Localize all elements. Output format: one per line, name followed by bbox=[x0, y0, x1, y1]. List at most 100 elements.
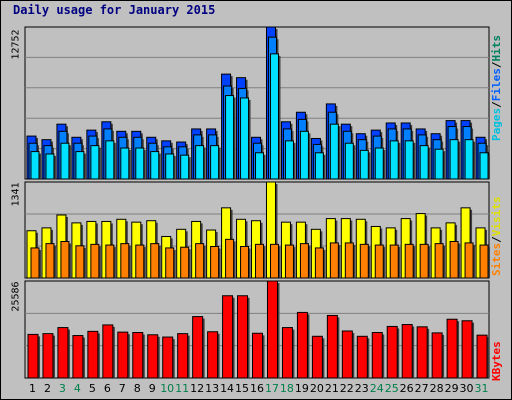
pages-bar bbox=[150, 151, 160, 180]
chart-title: Daily usage for January 2015 bbox=[13, 3, 216, 17]
pages-bar bbox=[120, 147, 130, 180]
x-tick-label: 13 bbox=[205, 382, 220, 395]
x-tick-label: 2 bbox=[43, 382, 51, 395]
pages-bar bbox=[60, 142, 70, 180]
kbytes-bar bbox=[252, 332, 264, 379]
kbytes-bar bbox=[207, 331, 219, 379]
legend-files: Files bbox=[490, 68, 503, 102]
sites-bar bbox=[419, 243, 429, 279]
middle-panel-ymax-label: 1341 bbox=[10, 182, 22, 207]
x-tick-label: 14 bbox=[220, 382, 235, 395]
sites-bar bbox=[299, 243, 309, 279]
sites-bar bbox=[165, 247, 175, 279]
kbytes-bar bbox=[431, 332, 443, 379]
kbytes-bar bbox=[102, 324, 114, 379]
kbytes-bar bbox=[386, 325, 398, 379]
kbytes-bar bbox=[192, 316, 204, 379]
kbytes-bar bbox=[132, 332, 144, 379]
kbytes-bar bbox=[446, 318, 458, 379]
kbytes-bar bbox=[296, 311, 308, 379]
top-panel-legend: Pages/Files/Hits bbox=[490, 21, 504, 141]
x-tick-label: 30 bbox=[459, 382, 474, 395]
sites-bar bbox=[404, 243, 414, 279]
sites-bar bbox=[240, 246, 250, 279]
sites-bar bbox=[210, 246, 220, 279]
x-tick-label: 29 bbox=[444, 382, 459, 395]
legend-sep-2: / bbox=[490, 61, 503, 69]
x-tick-label: 23 bbox=[354, 382, 369, 395]
legend-sep-1: / bbox=[490, 101, 503, 108]
x-tick-label: 4 bbox=[73, 382, 81, 395]
sites-bar bbox=[374, 244, 384, 279]
x-tick-label: 3 bbox=[58, 382, 66, 395]
pages-bar bbox=[404, 140, 414, 180]
sites-bar bbox=[329, 242, 339, 279]
kbytes-bar bbox=[281, 327, 293, 379]
x-tick-label: 26 bbox=[399, 382, 414, 395]
x-tick-label: 1 bbox=[28, 382, 36, 395]
x-tick-label: 5 bbox=[88, 382, 96, 395]
kbytes-bar bbox=[371, 332, 383, 379]
sites-bar bbox=[105, 244, 115, 279]
x-tick-label: 6 bbox=[103, 382, 111, 395]
x-tick-label: 18 bbox=[279, 382, 294, 395]
x-tick-label: 22 bbox=[339, 382, 354, 395]
pages-bar bbox=[299, 130, 309, 180]
kbytes-bar bbox=[162, 336, 174, 379]
legend-sep-3: / bbox=[490, 236, 503, 243]
pages-bar bbox=[449, 139, 459, 180]
legend-pages: Pages bbox=[490, 107, 503, 141]
kbytes-bar bbox=[401, 324, 413, 379]
x-tick-label: 27 bbox=[414, 382, 429, 395]
x-tick-label: 21 bbox=[324, 382, 339, 395]
x-tick-label: 10 bbox=[160, 382, 175, 395]
x-tick-label: 7 bbox=[118, 382, 126, 395]
sites-bar bbox=[60, 240, 70, 279]
pages-bar bbox=[45, 153, 55, 180]
sites-bar bbox=[180, 246, 190, 279]
pages-bar bbox=[105, 140, 115, 180]
sites-bar bbox=[30, 247, 40, 279]
pages-bar bbox=[389, 140, 399, 180]
top-panel-ymax-label: 12752 bbox=[10, 29, 22, 60]
pages-bar bbox=[269, 53, 279, 180]
sites-bar bbox=[284, 244, 294, 279]
x-tick-label: 28 bbox=[429, 382, 444, 395]
sites-bar bbox=[434, 243, 444, 279]
bottom-panel-legend: KBytes bbox=[490, 261, 504, 381]
kbytes-bar bbox=[57, 327, 69, 379]
sites-bar bbox=[464, 242, 474, 279]
x-tick-label: 25 bbox=[384, 382, 399, 395]
kbytes-bar bbox=[476, 334, 488, 379]
x-tick-label: 20 bbox=[309, 382, 324, 395]
pages-bar bbox=[240, 97, 250, 180]
sites-bar bbox=[75, 245, 85, 279]
kbytes-bar bbox=[356, 335, 368, 379]
pages-bar bbox=[90, 145, 100, 180]
kbytes-bar bbox=[416, 326, 428, 379]
legend-kbytes: KBytes bbox=[490, 341, 503, 381]
kbytes-bar bbox=[72, 335, 84, 379]
pages-bar bbox=[374, 147, 384, 180]
kbytes-bar bbox=[147, 334, 159, 379]
sites-bar bbox=[45, 243, 55, 279]
pages-bar bbox=[210, 145, 220, 180]
sites-bar bbox=[314, 247, 324, 279]
sites-bar bbox=[225, 238, 235, 279]
pages-bar bbox=[284, 140, 294, 180]
pages-bar bbox=[344, 142, 354, 180]
x-tick-label: 9 bbox=[148, 382, 156, 395]
kbytes-bar bbox=[266, 280, 278, 379]
kbytes-bar bbox=[87, 330, 99, 379]
sites-bar bbox=[389, 244, 399, 279]
x-tick-label: 8 bbox=[133, 382, 141, 395]
x-tick-label: 19 bbox=[294, 382, 309, 395]
kbytes-bar bbox=[311, 335, 323, 379]
pages-bar bbox=[479, 152, 489, 180]
x-tick-label: 16 bbox=[250, 382, 264, 395]
kbytes-bar bbox=[177, 333, 189, 379]
pages-bar bbox=[75, 151, 85, 180]
pages-bar bbox=[30, 151, 40, 180]
